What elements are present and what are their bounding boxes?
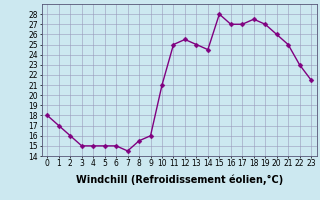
X-axis label: Windchill (Refroidissement éolien,°C): Windchill (Refroidissement éolien,°C) (76, 174, 283, 185)
